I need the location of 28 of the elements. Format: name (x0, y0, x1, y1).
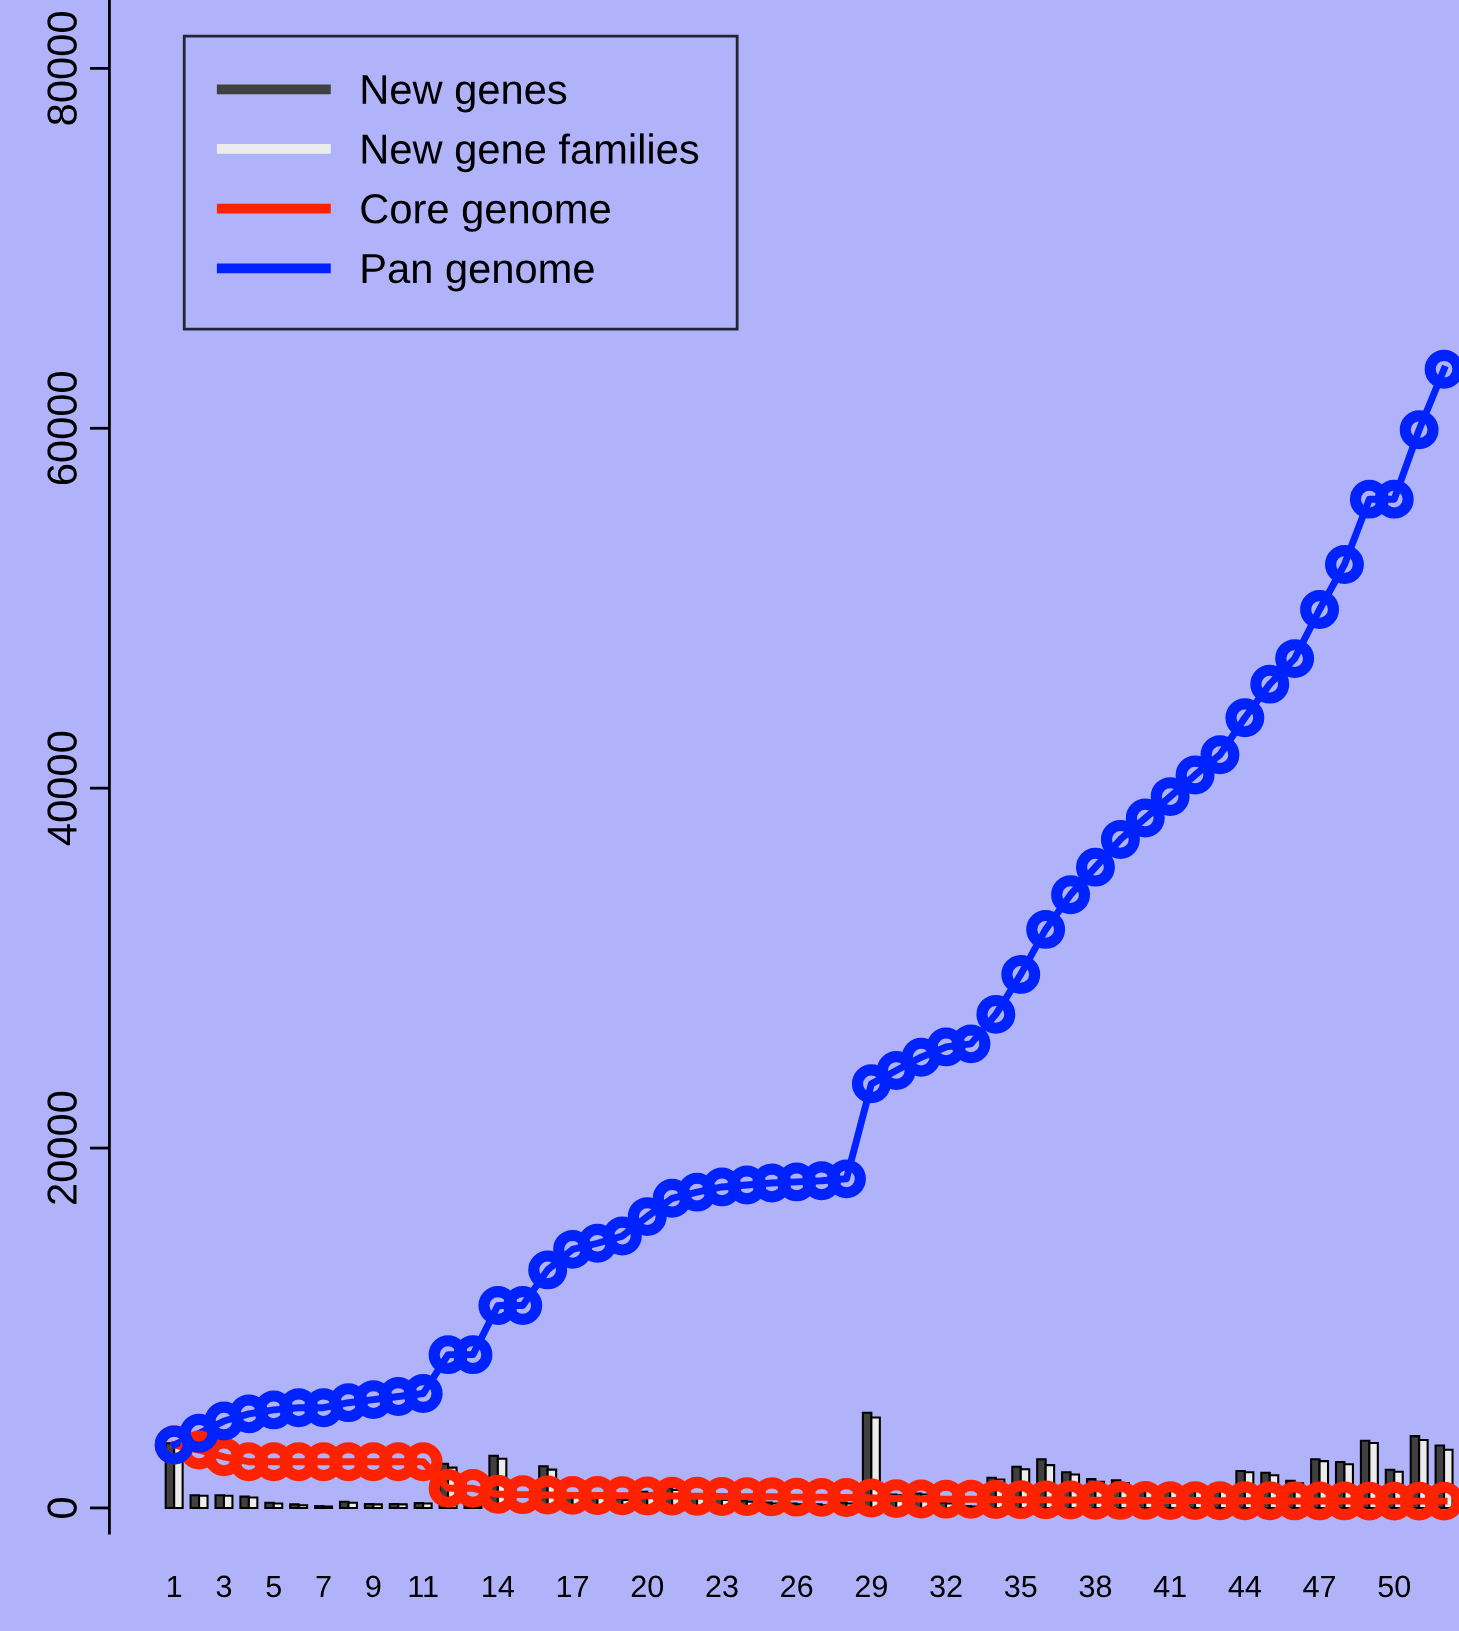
y-tick-label: 0 (47, 1497, 77, 1518)
x-tick-label: 29 (855, 1575, 887, 1598)
x-tick-label: 20 (631, 1575, 664, 1598)
x-tick-label: 1 (168, 1575, 182, 1597)
x-tick-label: 47 (1303, 1575, 1336, 1597)
x-tick-label: 38 (1079, 1575, 1112, 1598)
x-tick-label: 11 (409, 1575, 438, 1597)
x-tick-label: 23 (706, 1575, 738, 1598)
x-tick-label: 32 (930, 1575, 962, 1598)
y-tick-label: 60000 (47, 371, 77, 485)
x-tick-label: 5 (266, 1575, 281, 1598)
y-tick-label: 40000 (47, 731, 77, 846)
x-tick-label: 17 (557, 1575, 589, 1597)
legend-label: Pan genome (362, 254, 594, 292)
x-tick-label: 41 (1153, 1575, 1186, 1597)
legend-label: New gene families (362, 133, 699, 173)
x-tick-label: 26 (781, 1575, 813, 1598)
x-tick-label: 35 (1004, 1575, 1037, 1598)
x-tick-label: 44 (1228, 1575, 1261, 1597)
x-tick-label: 50 (1378, 1575, 1411, 1598)
y-tick-label: 80000 (47, 12, 77, 125)
x-tick-label: 7 (316, 1575, 331, 1597)
y-tick-label: 20000 (47, 1091, 77, 1204)
x-tick-label: 14 (483, 1575, 514, 1597)
legend-label: New genes (362, 75, 567, 113)
x-tick-label: 3 (216, 1575, 232, 1598)
x-tick-label: 9 (366, 1575, 381, 1598)
legend-label: Core genome (361, 194, 610, 232)
